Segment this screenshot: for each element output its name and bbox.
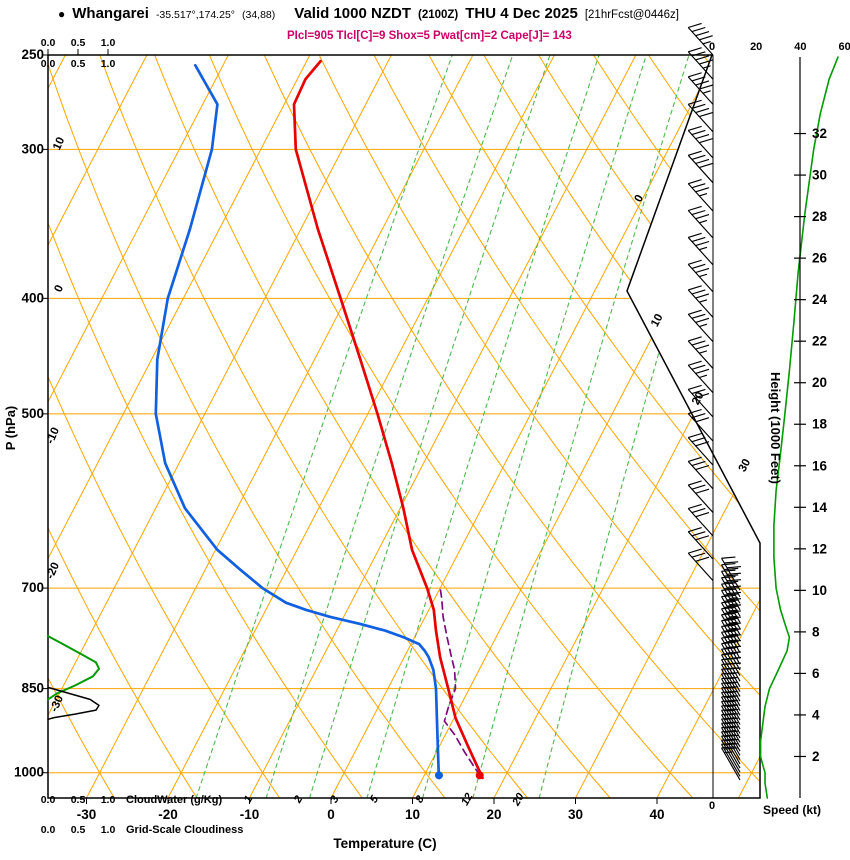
svg-text:1000: 1000: [14, 765, 44, 780]
svg-text:5: 5: [368, 793, 382, 805]
surface-markers: [434, 771, 484, 780]
svg-text:500: 500: [21, 406, 44, 421]
svg-text:10: 10: [812, 583, 827, 598]
valid-date: THU 4 Dec 2025: [465, 5, 578, 22]
svg-text:0: 0: [327, 807, 335, 822]
svg-text:10: 10: [649, 312, 666, 329]
svg-text:0.5: 0.5: [71, 824, 86, 836]
svg-text:1: 1: [242, 794, 255, 805]
svg-text:CloudWater (g/Kg): CloudWater (g/Kg): [126, 794, 222, 806]
svg-text:0.5: 0.5: [71, 794, 86, 806]
svg-text:-20: -20: [158, 807, 178, 822]
svg-text:1.0: 1.0: [101, 824, 116, 836]
svg-text:8: 8: [812, 624, 820, 639]
svg-text:0: 0: [709, 800, 715, 812]
valid-time: Valid 1000 NZDT: [294, 5, 411, 22]
pressure-axis: 250 300 400 500 700 850 1000 P (hPa): [3, 47, 48, 780]
svg-text:850: 850: [21, 681, 44, 696]
svg-text:-20: -20: [44, 561, 62, 581]
svg-text:20: 20: [690, 390, 707, 407]
parcel-curve: [439, 587, 481, 777]
svg-text:P (hPa): P (hPa): [3, 406, 18, 451]
speed-curve: [759, 56, 839, 799]
svg-text:0.0: 0.0: [41, 37, 56, 49]
svg-text:-30: -30: [77, 807, 97, 822]
cloud-scales: 0.0 0.0 0.5 0.5 1.0 1.0 CloudWater (g/Kg) 0.0 0.…: [41, 37, 244, 836]
svg-text:10: 10: [405, 807, 420, 822]
svg-text:0.5: 0.5: [71, 58, 86, 70]
svg-text:Height (1000 Feet): Height (1000 Feet): [768, 372, 783, 484]
temperature-axis: -30 -20 -10 0 10 20 30 40 Temperature (C): [77, 798, 665, 851]
svg-text:Grid-Scale Cloudiness: Grid-Scale Cloudiness: [126, 824, 243, 836]
svg-text:3: 3: [328, 794, 341, 805]
svg-text:-10: -10: [240, 807, 260, 822]
svg-text:4: 4: [812, 707, 820, 722]
svg-text:300: 300: [21, 141, 44, 156]
svg-text:20: 20: [812, 375, 827, 390]
svg-text:0.5: 0.5: [71, 37, 86, 49]
svg-text:30: 30: [812, 168, 827, 183]
station-name: Whangarei: [72, 5, 149, 22]
svg-text:16: 16: [812, 458, 828, 473]
svg-text:12: 12: [459, 791, 476, 808]
cloudwater-curve: [47, 635, 100, 701]
svg-text:Speed (kt): Speed (kt): [763, 803, 821, 817]
svg-text:1.0: 1.0: [101, 37, 116, 49]
svg-text:18: 18: [812, 417, 828, 432]
svg-text:32: 32: [812, 126, 827, 141]
svg-text:20: 20: [486, 807, 501, 822]
svg-text:0: 0: [633, 193, 647, 204]
station-bullet-icon: ●: [58, 7, 66, 21]
svg-text:20: 20: [750, 41, 762, 53]
cloudiness-curve: [47, 686, 100, 721]
station-coords: -35.517°,174.25°: [155, 9, 235, 21]
svg-text:2: 2: [812, 749, 820, 764]
svg-text:22: 22: [812, 334, 827, 349]
svg-text:30: 30: [737, 457, 754, 474]
svg-text:24: 24: [812, 292, 828, 307]
indices-line: PIcl=905 TIcl[C]=9 Shox=5 Pwat[cm]=2 Cap…: [287, 30, 572, 42]
svg-text:40: 40: [649, 807, 664, 822]
svg-text:0.0: 0.0: [41, 824, 56, 836]
valid-utc: (2100Z): [417, 9, 459, 21]
svg-text:0: 0: [52, 283, 66, 294]
svg-text:400: 400: [21, 290, 44, 305]
svg-text:8: 8: [413, 793, 427, 805]
svg-text:0.0: 0.0: [41, 794, 56, 806]
svg-text:0: 0: [709, 41, 715, 53]
svg-text:20: 20: [510, 790, 527, 808]
svg-text:1.0: 1.0: [101, 58, 116, 70]
speed-axis: 0 20 40 60 0 Speed (kt): [709, 41, 850, 817]
grid-lines: [48, 55, 760, 798]
dewpoint-curve: [154, 63, 441, 780]
plot-frame: [47, 49, 761, 799]
chart-header: ● Whangarei -35.517°,174.25° (34,88) Val…: [58, 5, 679, 22]
svg-text:26: 26: [812, 251, 828, 266]
svg-text:60: 60: [838, 41, 850, 53]
svg-text:-10: -10: [44, 426, 62, 446]
svg-text:6: 6: [812, 666, 820, 681]
temperature-curve: [292, 59, 484, 780]
svg-text:12: 12: [812, 541, 827, 556]
surface-temp-dot: [475, 771, 484, 780]
svg-text:30: 30: [568, 807, 583, 822]
svg-text:Temperature (C): Temperature (C): [333, 836, 436, 851]
wind-barbs: [687, 22, 741, 781]
svg-text:1.0: 1.0: [101, 794, 116, 806]
svg-text:14: 14: [812, 500, 828, 515]
svg-text:0.0: 0.0: [41, 58, 56, 70]
svg-text:10: 10: [51, 135, 67, 152]
svg-text:2: 2: [291, 794, 305, 806]
station-grid-ref: (34,88): [241, 9, 276, 21]
svg-text:250: 250: [21, 47, 44, 62]
svg-text:700: 700: [21, 580, 44, 595]
svg-text:40: 40: [794, 41, 806, 53]
surface-dewpoint-dot: [434, 771, 443, 780]
forecast-info: [21hrFcst@0446z]: [584, 9, 679, 21]
svg-text:28: 28: [812, 209, 828, 224]
